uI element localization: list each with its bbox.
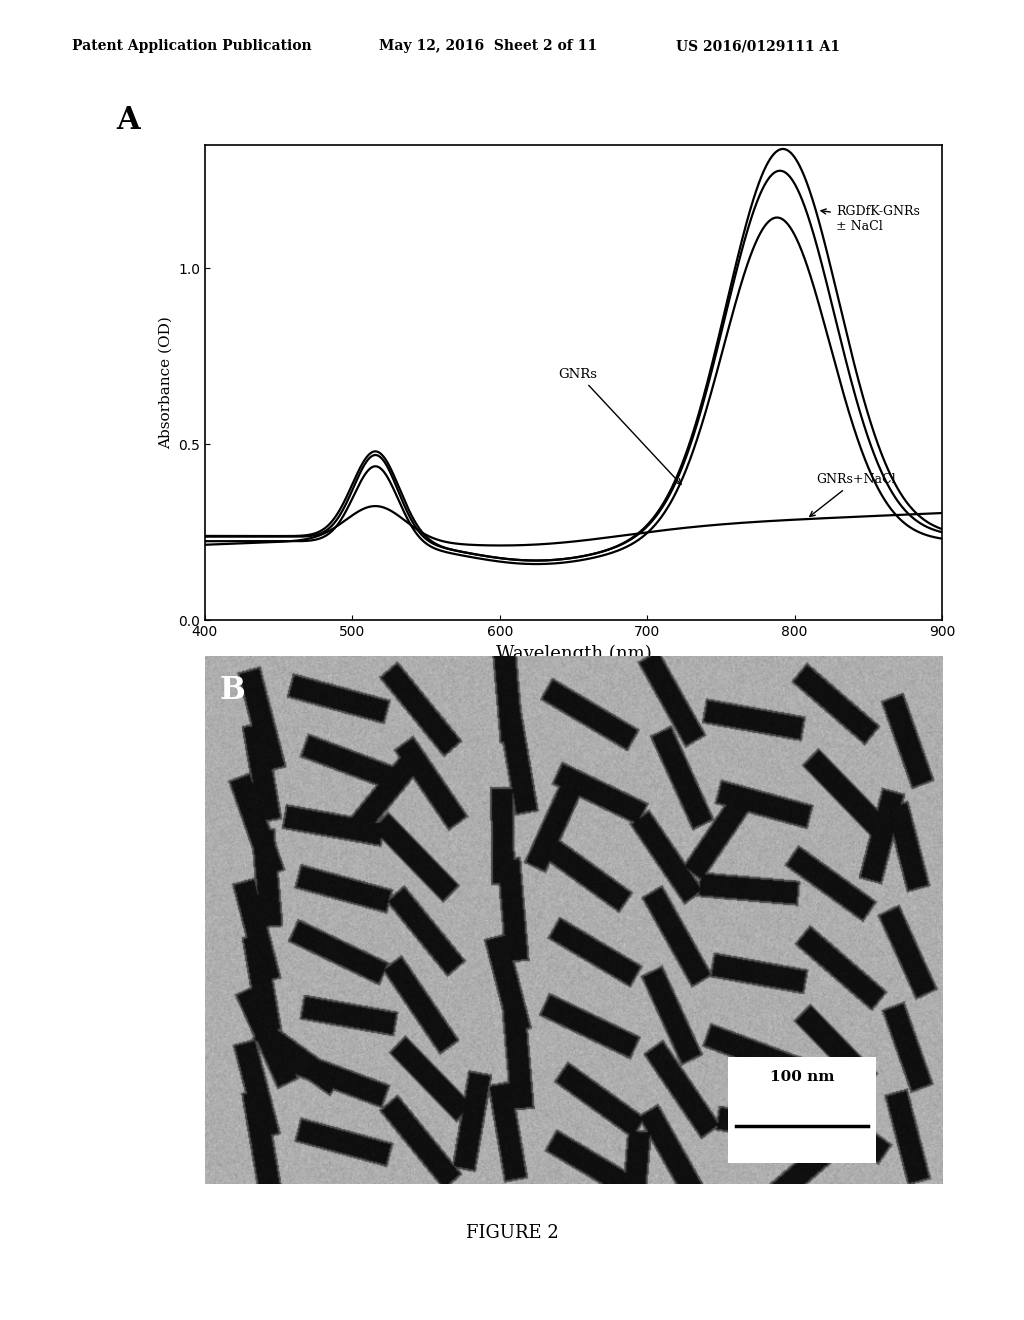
Text: GNRs: GNRs [559, 367, 681, 484]
X-axis label: Wavelength (nm): Wavelength (nm) [496, 644, 651, 663]
Text: GNRs+NaCl: GNRs+NaCl [810, 473, 896, 516]
Text: RGDfK-GNRs
± NaCl: RGDfK-GNRs ± NaCl [821, 205, 920, 234]
Text: US 2016/0129111 A1: US 2016/0129111 A1 [676, 40, 840, 53]
Text: A: A [117, 104, 140, 136]
Bar [728, 1057, 876, 1163]
Text: May 12, 2016  Sheet 2 of 11: May 12, 2016 Sheet 2 of 11 [379, 40, 597, 53]
Text: B: B [219, 675, 246, 705]
Y-axis label: Absorbance (OD): Absorbance (OD) [159, 317, 172, 449]
Text: 100 nm: 100 nm [770, 1069, 835, 1084]
Text: Patent Application Publication: Patent Application Publication [72, 40, 311, 53]
Text: FIGURE 2: FIGURE 2 [466, 1224, 558, 1242]
